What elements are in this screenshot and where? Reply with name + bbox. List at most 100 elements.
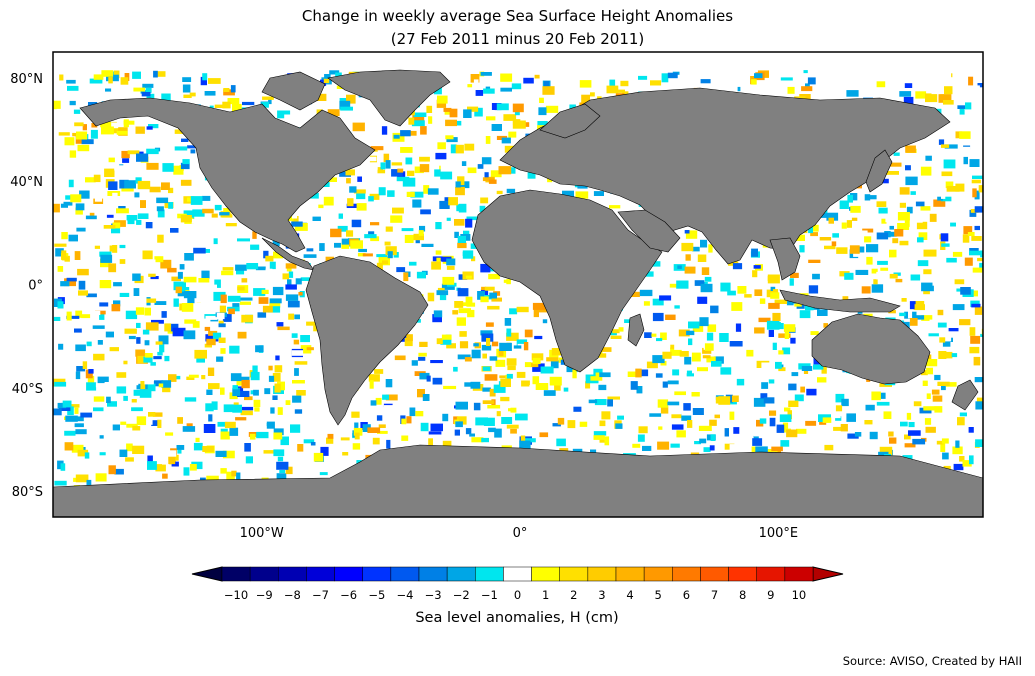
anomaly-cell [515,413,528,421]
anomaly-cell [702,347,712,354]
colorbar-tick-label: 5 [655,588,662,602]
anomaly-cell [509,308,518,315]
anomaly-cell [96,122,103,131]
anomaly-cell [119,244,126,249]
anomaly-cell [209,465,215,471]
anomaly-cell [132,426,141,431]
anomaly-cell [55,306,61,316]
anomaly-cell [889,225,894,230]
anomaly-cell [657,399,669,408]
new-zealand [951,379,979,411]
anomaly-cell [538,347,545,355]
anomaly-cell [908,422,915,428]
anomaly-cell [729,411,735,420]
latitude-tick-labels: 80°N40°N0°40°S80°S [10,72,43,500]
anomaly-cell [758,317,771,323]
anomaly-cell [957,105,966,109]
anomaly-cell [923,406,935,411]
anomaly-cell [644,332,652,338]
anomaly-cell [941,195,946,199]
anomaly-cell [383,153,390,163]
anomaly-cell [729,444,739,453]
anomaly-cell [189,464,197,471]
anomaly-cell [222,101,231,109]
anomaly-cell [100,258,111,268]
anomaly-cell [441,283,455,290]
anomaly-cell [378,187,386,196]
anomaly-cell [484,286,495,291]
anomaly-cell [727,290,736,296]
anomaly-cell [406,130,417,136]
anomaly-cell [260,234,265,238]
anomaly-cell [64,278,76,287]
anomaly-cell [760,393,768,399]
anomaly-cell [632,443,641,448]
anomaly-cell [912,438,926,445]
anomaly-cell [536,308,549,313]
anomaly-cell [109,245,117,252]
anomaly-cell [973,290,978,297]
anomaly-cell [790,272,799,278]
anomaly-cell [310,442,316,446]
anomaly-cell [942,452,949,460]
anomaly-cell [68,335,77,340]
anomaly-cell [215,450,227,457]
anomaly-cell [696,375,710,382]
anomaly-cell [763,253,774,260]
anomaly-cell [292,395,302,403]
anomaly-cell [778,333,791,338]
colorbar-label: Sea level anomalies, H (cm) [415,610,618,626]
anomaly-cell [232,387,241,397]
anomaly-cell [876,81,886,88]
anomaly-cell [57,460,64,470]
anomaly-cell [273,432,283,440]
anomaly-cell [75,371,81,380]
anomaly-cell [60,281,70,287]
anomaly-cell [212,284,217,288]
anomaly-cell [929,72,942,78]
anomaly-cell [90,129,98,139]
anomaly-cell [94,245,100,249]
anomaly-cell [74,407,79,414]
anomaly-cell [470,381,481,389]
anomaly-cell [326,437,334,444]
anomaly-cell [390,215,403,223]
colorbar-tick-label: 3 [598,588,605,602]
anomaly-cell [519,440,531,450]
anomaly-cell [356,193,366,200]
anomaly-cell [155,464,166,472]
anomaly-cell [183,291,197,299]
anomaly-cell [484,172,489,179]
anomaly-cell [910,191,916,195]
anomaly-cell [845,80,855,88]
colorbar-swatch [418,566,448,582]
anomaly-cell [443,107,452,112]
anomaly-cell [208,330,218,336]
anomaly-cell [652,298,664,306]
anomaly-cell [75,135,86,144]
anomaly-cell [646,361,658,369]
anomaly-cell [934,416,942,423]
anomaly-cell [442,276,455,285]
anomaly-cell [464,382,471,387]
anomaly-cell [977,257,983,262]
anomaly-cell [77,268,89,276]
anomaly-cell [136,219,142,225]
anomaly-cell [707,324,717,332]
anomaly-cell [408,117,415,125]
anomaly-cell [925,426,936,433]
anomaly-cell [132,71,141,79]
anomaly-cell [710,305,719,314]
anomaly-cell [433,310,443,318]
anomaly-cell [99,302,109,307]
colorbar-swatch [362,566,392,582]
anomaly-cell [799,245,805,253]
anomaly-cell [54,480,67,486]
anomaly-cell [529,385,536,390]
anomaly-cell [53,203,60,213]
anomaly-cell [503,114,517,121]
anomaly-cell [866,244,879,253]
anomaly-cell [135,349,146,357]
anomaly-cell [926,393,931,399]
anomaly-cell [319,472,328,476]
